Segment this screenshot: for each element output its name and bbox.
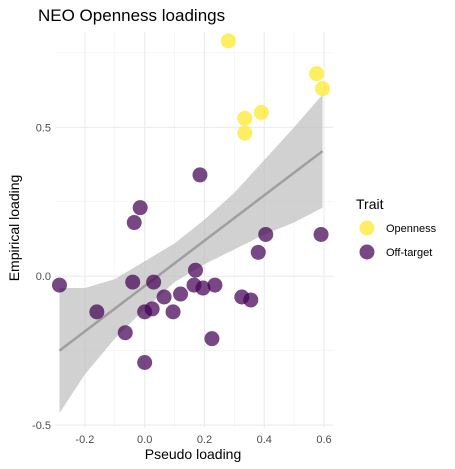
x-tick-labels: -0.2 0.0 0.2 0.4 0.6 — [75, 434, 331, 446]
y-tick-label: 0.0 — [36, 271, 51, 283]
x-axis-title: Pseudo loading — [145, 446, 242, 462]
point-off-target — [156, 289, 172, 305]
point-off-target — [132, 200, 148, 216]
x-tick-label: 0.6 — [316, 434, 331, 446]
y-tick-label: 0.5 — [36, 122, 51, 134]
ci-band-area — [59, 94, 323, 414]
point-off-target — [173, 286, 189, 302]
y-axis-title: Empirical loading — [6, 175, 22, 282]
fit-line — [58, 150, 324, 352]
legend: Trait Openness Off-target — [356, 196, 437, 260]
x-tick-label: 0.0 — [137, 434, 152, 446]
point-openness — [220, 33, 236, 49]
point-off-target — [137, 354, 153, 370]
point-openness — [253, 104, 269, 120]
point-off-target — [117, 325, 133, 341]
y-tick-labels: -0.5 0.0 0.5 — [32, 122, 51, 432]
x-tick-label: -0.2 — [75, 434, 94, 446]
point-off-target — [313, 226, 329, 242]
chart-title: NEO Openness loadings — [38, 6, 225, 25]
point-off-target — [165, 304, 181, 320]
point-off-target — [243, 292, 259, 308]
point-off-target — [126, 215, 142, 231]
point-off-target — [258, 226, 274, 242]
point-openness — [237, 125, 253, 141]
x-tick-label: 0.2 — [197, 434, 212, 446]
point-off-target — [89, 304, 105, 320]
y-tick-label: -0.5 — [32, 420, 51, 432]
point-off-target — [125, 274, 141, 290]
legend-label: Openness — [386, 223, 437, 235]
point-off-target — [144, 301, 160, 317]
point-off-target — [146, 274, 162, 290]
point-openness — [309, 66, 325, 82]
point-off-target — [51, 277, 67, 293]
legend-title: Trait — [356, 196, 384, 212]
point-off-target — [250, 244, 266, 260]
point-off-target — [187, 262, 203, 278]
point-off-target — [204, 331, 220, 347]
legend-key-openness — [359, 220, 375, 236]
legend-label: Off-target — [386, 247, 432, 259]
x-tick-label: 0.4 — [257, 434, 272, 446]
point-off-target — [195, 280, 211, 296]
point-openness — [315, 81, 331, 97]
point-off-target — [207, 277, 223, 293]
regression-line — [58, 150, 324, 352]
data-points — [51, 33, 331, 370]
point-off-target — [192, 167, 208, 183]
point-openness — [237, 110, 253, 126]
confidence-band — [59, 94, 323, 414]
legend-key-off-target — [359, 244, 375, 260]
